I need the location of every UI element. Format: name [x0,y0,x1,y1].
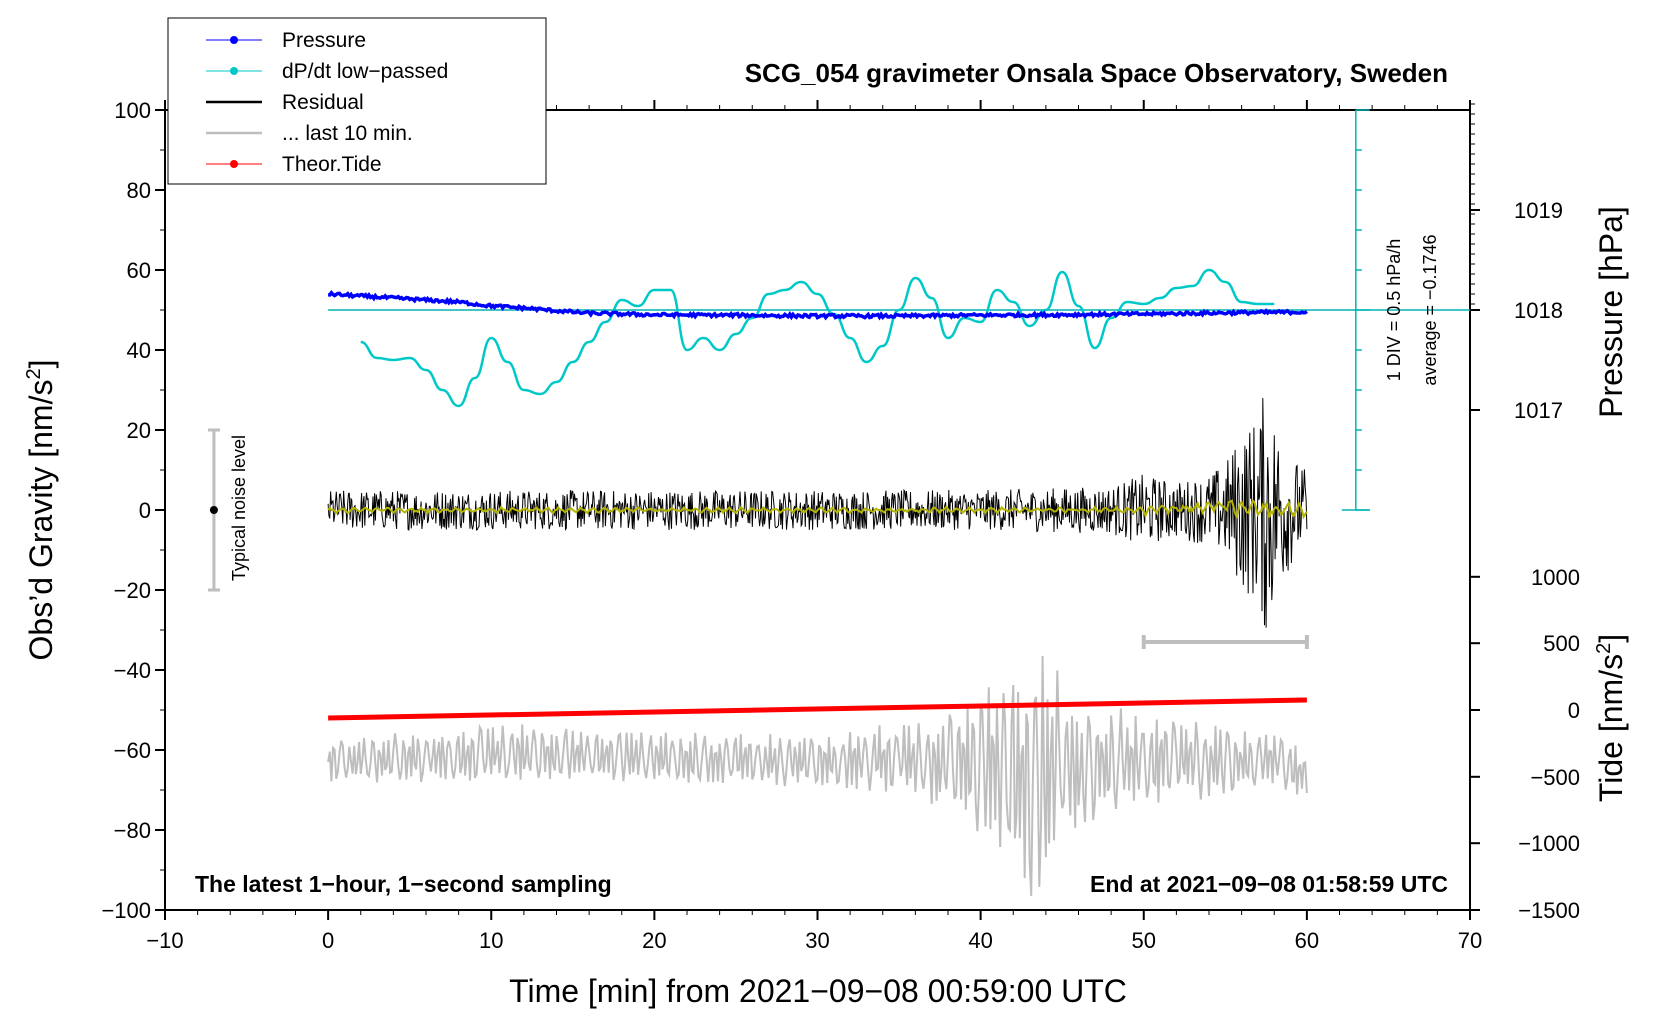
y-tick-label: −20 [114,578,151,603]
series-grey-last10 [327,655,1308,896]
legend-label: ... last 10 min. [282,122,413,145]
y-tick-label: 80 [127,178,151,203]
y-axis-title: Obs’d Gravity [nm/s2] [23,360,59,661]
pressure-tick-label: 1017 [1514,398,1563,423]
pressure-tick-label: 1019 [1514,198,1563,223]
x-tick-label: 10 [479,928,503,953]
series-dpdt [360,268,1275,408]
tide-tick-label: −500 [1530,765,1580,790]
legend-marker [230,160,238,168]
y-axis-gravity: 100 80 60 40 20 0 −20 −40 −60 −80 −100 [101,98,165,923]
y-axis-tide: 1000 500 0 −500 −1000 −1500 [1470,565,1580,923]
y-axis-pressure: 1019 1018 1017 [1470,103,1563,423]
x-axis-title: Time [min] from 2021−09−08 00:59:00 UTC [509,973,1127,1009]
x-tick-label: 60 [1295,928,1319,953]
tide-tick-label: 0 [1568,698,1580,723]
x-tick-label: 0 [322,928,334,953]
noise-level-bar [207,428,220,592]
x-tick-label: 30 [805,928,829,953]
x-tick-label: 40 [968,928,992,953]
x-tick-label: 20 [642,928,666,953]
y-tick-label: 100 [114,98,151,123]
pressure-axis-title: Pressure [hPa] [1593,206,1629,418]
tide-tick-label: −1000 [1518,831,1580,856]
dpdt-scale-axis [1341,109,1370,511]
series-residual-filtered [327,498,1308,520]
dpdt-curve [360,268,1275,408]
pressure-tick-label: 1018 [1514,298,1563,323]
x-tick-label: −10 [146,928,183,953]
residual-trace [327,398,1308,628]
grey-trace [327,655,1308,896]
annotation-right: End at 2021−09−08 01:58:59 UTC [1090,871,1448,897]
tide-tick-label: 1000 [1531,565,1580,590]
y-tick-label: −40 [114,658,151,683]
residual-filtered-trace [327,498,1308,520]
y-tick-label: 20 [127,418,151,443]
y-tick-label: −100 [101,898,151,923]
legend-marker [230,36,238,44]
dpdt-average-label: average = −0.1746 [1420,234,1440,385]
y-tick-label: 0 [139,498,151,523]
legend-label: Pressure [282,29,366,52]
time-window-bar [1141,635,1309,649]
y-tick-label: −80 [114,818,151,843]
chart-title: SCG_054 gravimeter Onsala Space Observat… [745,58,1448,88]
legend: Pressure dP/dt low−passed Residual ... last… [167,17,547,185]
x-tick-label: 50 [1132,928,1156,953]
tide-tick-label: −1500 [1518,898,1580,923]
x-axis: −10 0 10 20 30 40 50 60 70 [146,100,1482,953]
series-residual [327,398,1308,628]
y-tick-label: −60 [114,738,151,763]
legend-label: Theor.Tide [282,153,382,176]
series-pressure [327,289,1308,321]
x-tick-label: 70 [1458,928,1482,953]
legend-label: dP/dt low−passed [282,60,448,83]
y-tick-label: 40 [127,338,151,363]
pressure-trace [327,289,1308,321]
tide-line [328,697,1307,721]
noise-bar-dot [209,506,218,514]
annotation-left: The latest 1−hour, 1−second sampling [195,871,612,897]
legend-marker [230,67,238,75]
dpdt-scale-label: 1 DIV = 0.5 hPa/h [1384,239,1404,382]
noise-level-label: Typical noise level [229,435,249,581]
tide-tick-label: 500 [1543,631,1580,656]
y-tick-label: 60 [127,258,151,283]
legend-label: Residual [282,91,364,114]
tide-axis-title: Tide [nm/s2] [1593,634,1629,802]
series-theor-tide [328,697,1307,721]
